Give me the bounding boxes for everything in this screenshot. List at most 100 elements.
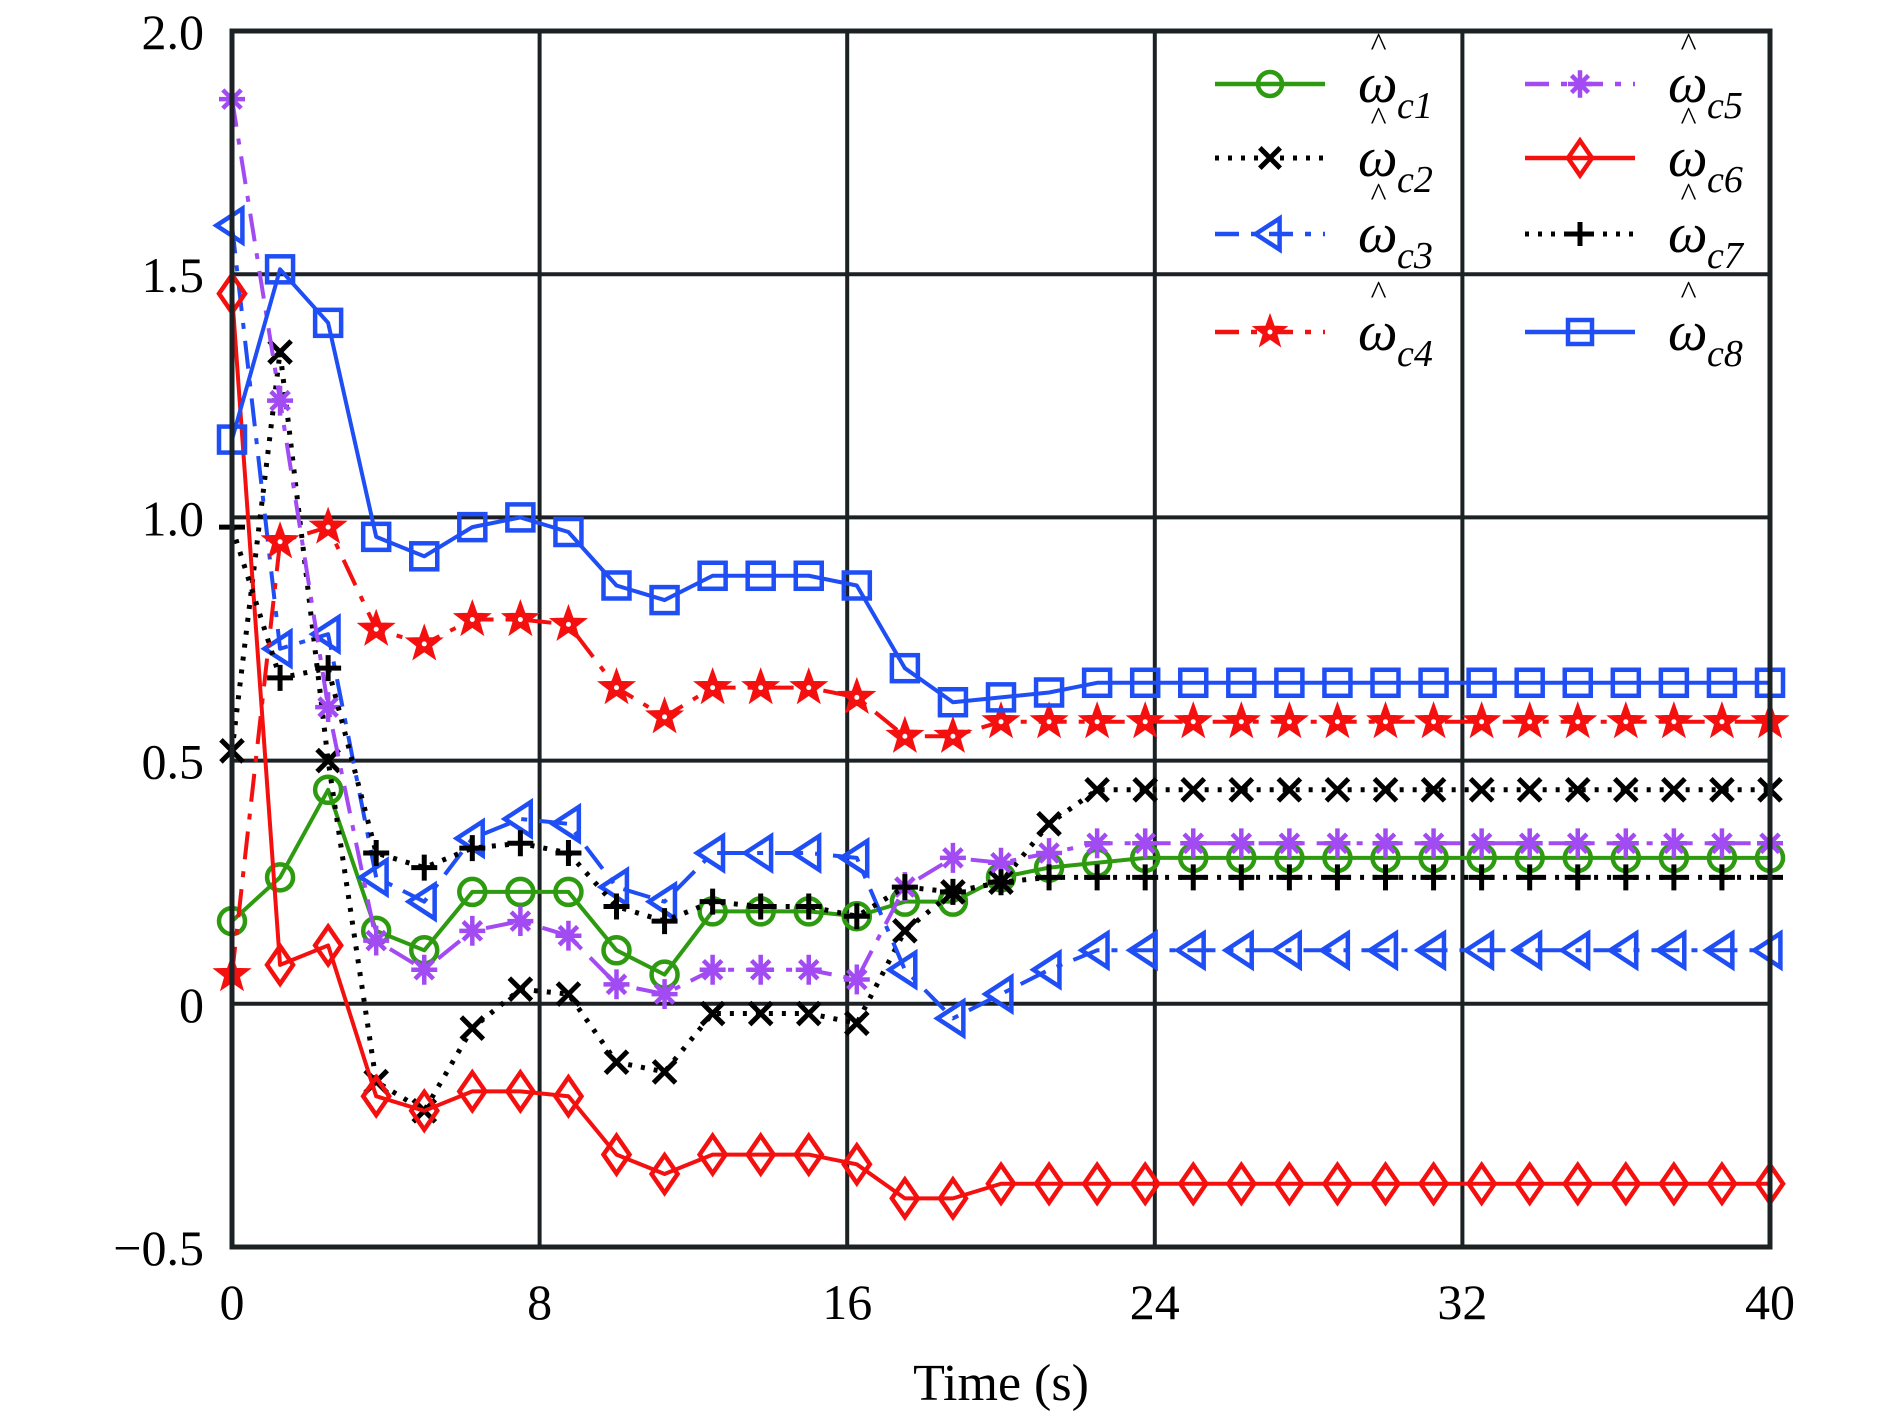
star-marker-center xyxy=(1719,719,1725,725)
series-line-c8 xyxy=(230,267,1770,705)
data-point-c3 xyxy=(548,802,582,845)
data-point-c3 xyxy=(692,831,726,875)
data-point-c7 xyxy=(747,893,774,920)
data-point-c1 xyxy=(553,876,584,908)
legend-hat: ^ xyxy=(1370,177,1387,214)
series-c7 xyxy=(219,514,1783,935)
series-line-c4 xyxy=(230,525,1770,975)
data-point-c5 xyxy=(1708,828,1735,859)
legend-item-c7: ^ω c7 xyxy=(1525,177,1745,277)
data-point-c2 xyxy=(1228,776,1255,803)
data-point-c3 xyxy=(1606,929,1639,972)
data-point-c7 xyxy=(891,874,918,901)
data-point-c7 xyxy=(1276,864,1303,891)
legend-marker-c1 xyxy=(1255,69,1285,99)
data-point-c3 xyxy=(1509,929,1543,972)
series-layer xyxy=(212,84,1790,1222)
data-point-c6 xyxy=(744,1131,777,1178)
legend-symbol: ω xyxy=(1358,301,1398,363)
data-point-c5 xyxy=(1132,828,1159,859)
x-tick-label: 0 xyxy=(220,1274,245,1330)
star-marker-center xyxy=(662,714,668,720)
legend-symbol: ω xyxy=(1668,127,1708,189)
data-point-c8 xyxy=(1418,667,1449,699)
data-point-c8 xyxy=(745,560,776,592)
data-point-c7 xyxy=(1324,864,1351,891)
data-point-c2 xyxy=(747,1000,774,1027)
data-point-c8 xyxy=(1274,667,1305,699)
legend-item-c1: ^ω c1 xyxy=(1215,27,1433,127)
data-point-c8 xyxy=(1178,667,1209,699)
data-point-c2 xyxy=(1709,776,1735,803)
data-point-c8 xyxy=(1033,677,1065,708)
legend-symbol: ω xyxy=(1668,203,1708,265)
y-tick-label: 0 xyxy=(179,977,204,1033)
x-tick-label: 24 xyxy=(1130,1274,1180,1330)
data-point-c6 xyxy=(1129,1160,1161,1207)
data-point-c6 xyxy=(1369,1160,1402,1207)
data-point-c5 xyxy=(1564,828,1591,859)
legend-symbol: ω xyxy=(1358,203,1398,265)
legend-item-c5: ^ω c5 xyxy=(1525,27,1743,127)
data-point-c7 xyxy=(988,869,1014,896)
legend-subscript: c2 xyxy=(1397,159,1433,201)
data-point-c8 xyxy=(1322,667,1353,699)
data-point-c8 xyxy=(793,560,824,592)
data-point-c5 xyxy=(939,842,966,873)
data-point-c3 xyxy=(1365,929,1399,972)
data-point-c5 xyxy=(1180,828,1207,859)
legend-hat: ^ xyxy=(1370,101,1387,138)
y-tick-label: 1.5 xyxy=(142,247,205,303)
data-point-c5 xyxy=(699,954,726,985)
series-c3 xyxy=(212,204,1783,1040)
data-point-c5 xyxy=(1276,828,1303,859)
legend-subscript: c1 xyxy=(1397,85,1433,127)
x-axis-title: Time (s) xyxy=(913,1355,1089,1412)
legend-item-c8: ^ω c8 xyxy=(1525,275,1743,375)
star-marker-center xyxy=(565,621,571,627)
data-point-c1 xyxy=(601,935,632,966)
data-point-c5 xyxy=(1228,828,1255,859)
data-point-c7 xyxy=(1132,864,1159,891)
star-marker-center xyxy=(1431,719,1437,725)
data-point-c8 xyxy=(1081,667,1113,699)
data-point-c1 xyxy=(312,774,344,806)
data-point-c3 xyxy=(789,831,822,875)
data-point-c2 xyxy=(1661,776,1687,803)
data-point-c8 xyxy=(1226,667,1257,699)
data-point-c2 xyxy=(555,981,582,1007)
data-point-c3 xyxy=(308,613,341,656)
data-point-c7 xyxy=(1708,864,1735,891)
data-point-c7 xyxy=(699,888,726,915)
data-point-c3 xyxy=(885,948,918,991)
data-point-c2 xyxy=(1516,776,1543,803)
data-point-c3 xyxy=(1029,948,1062,991)
data-point-c8 xyxy=(264,254,296,285)
data-point-c8 xyxy=(601,570,632,601)
data-point-c5 xyxy=(267,385,294,416)
legend-marker-c8 xyxy=(1565,317,1595,347)
data-point-c5 xyxy=(459,915,486,946)
data-point-c7 xyxy=(411,854,438,881)
y-tick-label: 2.0 xyxy=(142,4,205,60)
data-point-c7 xyxy=(507,830,534,857)
plot-border xyxy=(229,28,1773,1250)
legend-hat: ^ xyxy=(1680,177,1697,214)
data-point-c5 xyxy=(363,925,390,956)
x-tick-label: 16 xyxy=(822,1274,872,1330)
y-tick-label: −0.5 xyxy=(113,1220,204,1276)
data-point-c1 xyxy=(505,876,536,908)
data-point-c6 xyxy=(600,1131,633,1178)
legend-symbol: ω xyxy=(1358,127,1398,189)
data-point-c2 xyxy=(1180,776,1207,803)
data-point-c7 xyxy=(1468,864,1495,891)
data-point-c8 xyxy=(1562,667,1593,699)
data-point-c3 xyxy=(1221,929,1254,972)
data-point-c3 xyxy=(1702,929,1735,972)
data-point-c7 xyxy=(1660,864,1687,891)
data-point-c2 xyxy=(699,1000,726,1027)
data-point-c3 xyxy=(981,973,1014,1016)
data-point-c3 xyxy=(1558,929,1591,972)
data-point-c6 xyxy=(1225,1160,1258,1207)
data-point-c6 xyxy=(985,1160,1017,1207)
